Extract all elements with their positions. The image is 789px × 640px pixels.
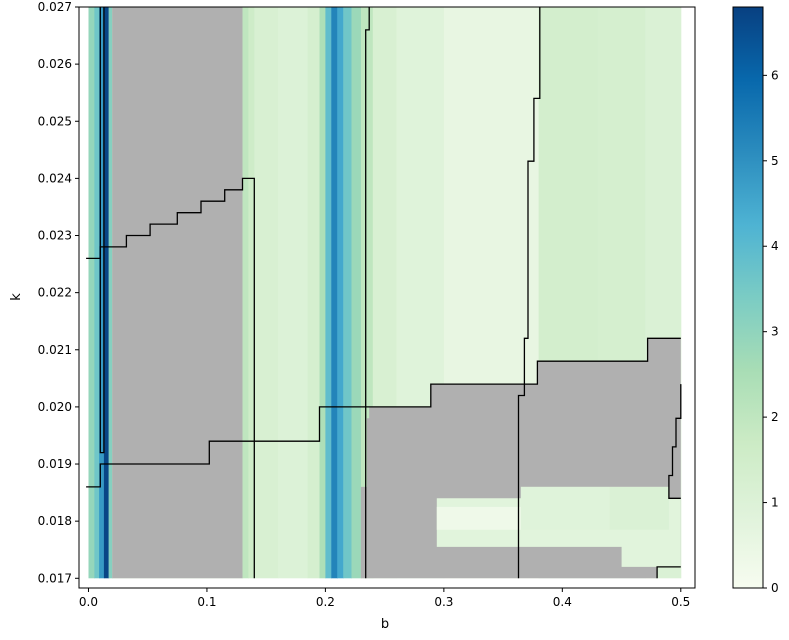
colorbar	[732, 6, 764, 589]
y-tick-label: 0.017	[38, 571, 72, 585]
colorbar-tick-label: 4	[771, 239, 779, 253]
contour-line-4	[365, 7, 370, 579]
heatmap-band-8	[254, 7, 279, 579]
y-tick-label: 0.019	[38, 457, 72, 471]
heatmap-band-2	[99, 7, 105, 579]
y-tick-label: 0.020	[38, 400, 72, 414]
y-axis: 0.017 0.018 0.019 0.020 0.021 0.022 0.023 0.024…	[38, 0, 79, 585]
heatmap-band-7	[248, 7, 255, 579]
heatmap-band-1	[94, 7, 100, 579]
heatmap-band-3	[103, 7, 110, 579]
overlay-patch-0	[436, 506, 521, 530]
heatmap-band-4	[108, 7, 113, 579]
contour-line-2	[86, 177, 255, 579]
y-tick-label: 0.026	[38, 57, 72, 71]
colorbar-tick-label: 1	[771, 496, 779, 510]
heatmap-band-0	[88, 7, 95, 579]
contour-layer	[86, 7, 682, 579]
x-tick-label: 0.1	[197, 595, 216, 609]
colorbar-tick-label: 2	[771, 410, 779, 424]
x-tick-label: 0.2	[316, 595, 335, 609]
colorbar-tick-label: 0	[771, 581, 779, 595]
colorbar-tick-label: 3	[771, 325, 779, 339]
x-axis: 0.0 0.1 0.2 0.3 0.4 0.5	[79, 588, 690, 609]
y-tick-label: 0.021	[38, 343, 72, 357]
y-tick-label: 0.027	[38, 0, 72, 14]
heatmap-band-14	[337, 7, 344, 579]
heatmap-band-13	[331, 7, 338, 579]
heatmap-band-11	[319, 7, 326, 579]
overlay-patch-layer	[436, 486, 681, 567]
heatmap-band-9	[278, 7, 309, 579]
y-tick-label: 0.022	[38, 286, 72, 300]
heatmap-band-10	[307, 7, 320, 579]
contour-line-1	[99, 7, 105, 454]
colorbar-axis: 0 1 2 3 4 5 6	[763, 68, 779, 595]
y-axis-label: k	[9, 293, 24, 301]
heatmap-band-16	[351, 7, 362, 579]
x-tick-label: 0.4	[553, 595, 572, 609]
contour-line-5	[517, 7, 541, 579]
left-gray-region	[112, 7, 243, 579]
y-tick-label: 0.018	[38, 514, 72, 528]
x-tick-label: 0.3	[434, 595, 453, 609]
overlay-patch-2	[609, 486, 669, 530]
x-axis-label: b	[381, 617, 389, 632]
colorbar-tick-label: 6	[771, 68, 779, 82]
y-tick-label: 0.024	[38, 171, 72, 185]
y-tick-label: 0.025	[38, 114, 72, 128]
heatmap-band-12	[325, 7, 332, 579]
y-tick-label: 0.023	[38, 229, 72, 243]
x-tick-label: 0.0	[79, 595, 98, 609]
contour-line-6	[656, 566, 681, 579]
overlay-patch-1	[520, 486, 610, 530]
x-tick-label: 0.5	[671, 595, 690, 609]
contour-line-3	[86, 337, 681, 488]
contour-line-7	[668, 384, 682, 499]
heatmap-band-15	[343, 7, 353, 579]
colorbar-tick-label: 5	[771, 154, 779, 168]
plot-frame	[78, 6, 696, 589]
heatmap-band-6	[242, 7, 249, 579]
